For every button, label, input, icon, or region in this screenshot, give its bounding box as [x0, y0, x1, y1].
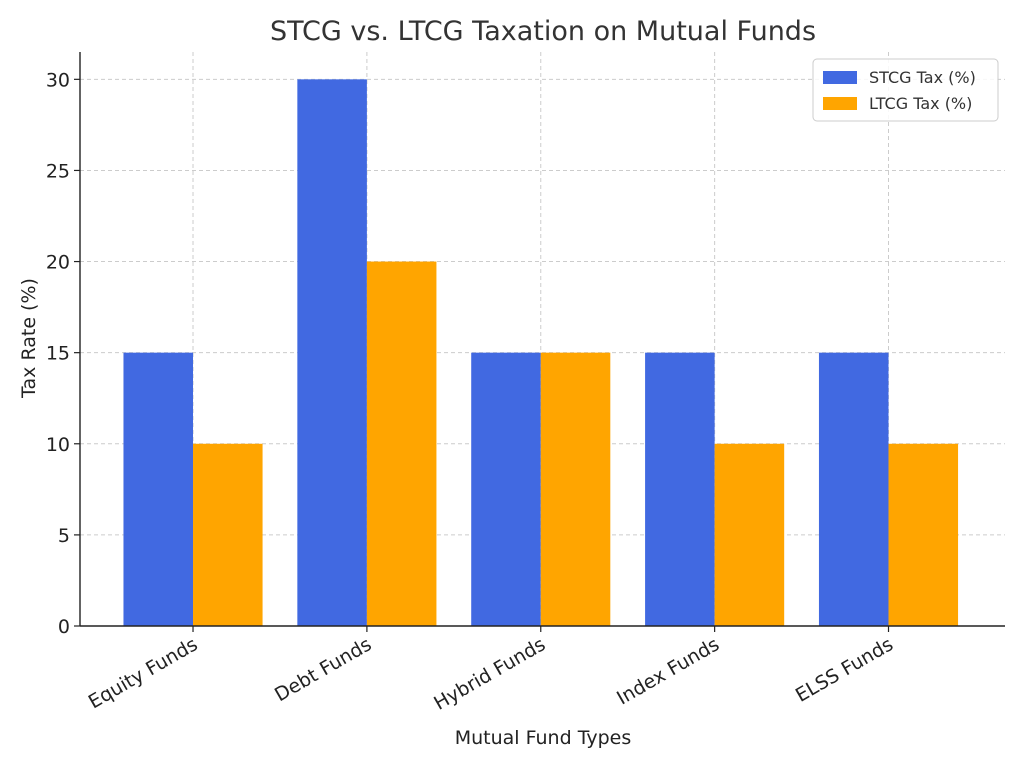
y-tick-label: 30 [46, 69, 70, 91]
x-axis-ticks: Equity Funds Debt Funds Hybrid Funds Index … [85, 626, 897, 715]
bars-group [123, 79, 959, 627]
bar-ltcg-elss-funds [888, 443, 959, 626]
y-tick-label: 10 [46, 434, 70, 456]
bar-stcg-hybrid-funds [471, 352, 541, 626]
legend-label: LTCG Tax (%) [869, 94, 972, 113]
y-axis-ticks: 0 5 10 15 20 25 30 [46, 69, 80, 638]
x-tick-label: Index Funds [613, 633, 723, 709]
y-tick-label: 20 [46, 252, 70, 274]
y-tick-label: 5 [58, 525, 70, 547]
bar-stcg-debt-funds [297, 79, 367, 627]
legend-swatch [823, 97, 857, 110]
bar-ltcg-index-funds [714, 443, 785, 626]
x-axis-title: Mutual Fund Types [455, 727, 632, 749]
legend: STCG Tax (%) LTCG Tax (%) [812, 58, 999, 122]
chart-title: STCG vs. LTCG Taxation on Mutual Funds [270, 16, 816, 47]
x-tick-label: Debt Funds [271, 633, 375, 706]
axes [79, 52, 1005, 627]
x-tick-label: Hybrid Funds [430, 633, 549, 714]
legend-box [812, 58, 999, 122]
x-tick-label: ELSS Funds [792, 633, 897, 706]
y-tick-label: 25 [46, 160, 70, 182]
bar-stcg-equity-funds [123, 352, 194, 626]
y-tick-label: 15 [46, 343, 70, 365]
bar-stcg-index-funds [645, 352, 715, 626]
bar-ltcg-debt-funds [366, 261, 437, 626]
bar-ltcg-hybrid-funds [540, 352, 611, 626]
y-axis-title: Tax Rate (%) [18, 278, 40, 399]
bar-ltcg-equity-funds [193, 443, 263, 626]
legend-swatch [823, 71, 857, 84]
legend-label: STCG Tax (%) [869, 68, 976, 87]
y-tick-label: 0 [58, 616, 70, 638]
x-tick-label: Equity Funds [85, 633, 202, 713]
bar-stcg-elss-funds [818, 352, 889, 626]
